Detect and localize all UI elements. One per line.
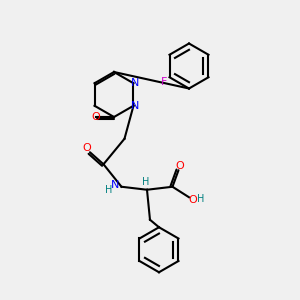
Text: O: O	[92, 112, 100, 122]
Text: O: O	[82, 143, 91, 153]
Text: H: H	[197, 194, 204, 204]
Text: N: N	[131, 101, 139, 111]
Text: H: H	[142, 177, 149, 187]
Text: F: F	[161, 77, 167, 87]
Text: N: N	[111, 180, 119, 190]
Text: O: O	[176, 161, 184, 171]
Text: H: H	[105, 185, 112, 195]
Text: N: N	[131, 78, 139, 88]
Text: O: O	[188, 195, 197, 205]
